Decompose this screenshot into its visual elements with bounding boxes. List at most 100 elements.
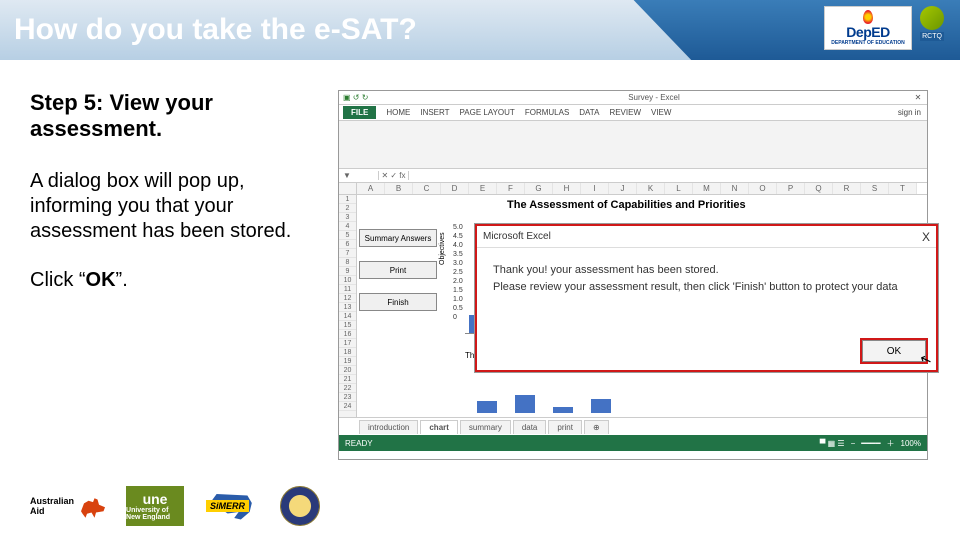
column-header[interactable]: C [413, 183, 441, 194]
sheet-tab[interactable]: data [513, 420, 547, 434]
excel-screenshot: ▣ ↺ ↻ Survey - Excel ✕ FILE HOME INSERT … [338, 90, 928, 460]
column-header[interactable]: T [889, 183, 917, 194]
column-header[interactable]: E [469, 183, 497, 194]
ribbon-tab[interactable]: FORMULAS [525, 108, 569, 117]
zoom-out-button[interactable]: − [851, 439, 856, 448]
row-header[interactable]: 5 [339, 231, 356, 240]
dialog-close-icon[interactable]: X [922, 230, 930, 244]
column-header[interactable]: J [609, 183, 637, 194]
step-description: A dialog box will pop up, informing you … [30, 169, 320, 244]
row-header[interactable]: 23 [339, 393, 356, 402]
print-button[interactable]: Print [359, 261, 437, 279]
ok-button[interactable]: OK ↖ [862, 340, 926, 362]
column-header[interactable]: F [497, 183, 525, 194]
column-header[interactable]: P [777, 183, 805, 194]
column-header[interactable]: M [693, 183, 721, 194]
name-box[interactable]: ▼ [339, 171, 379, 180]
zoom-in-button[interactable]: ＋ [887, 438, 895, 449]
ribbon-body [339, 121, 927, 169]
logo-area: DepED DEPARTMENT OF EDUCATION RCTQ [824, 6, 946, 50]
column-header[interactable]: D [441, 183, 469, 194]
instruction-column: Step 5: View your assessment. A dialog b… [30, 90, 320, 460]
row-header[interactable]: 13 [339, 303, 356, 312]
row-header[interactable]: 1 [339, 195, 356, 204]
column-header[interactable]: I [581, 183, 609, 194]
deped-logo: DepED DEPARTMENT OF EDUCATION [824, 6, 912, 50]
sheet-tab[interactable]: introduction [359, 420, 418, 434]
fx-buttons[interactable]: ✕ ✓ fx [379, 171, 409, 180]
column-header[interactable]: S [861, 183, 889, 194]
dialog-line-1: Thank you! your assessment has been stor… [493, 262, 920, 279]
row-header[interactable]: 15 [339, 321, 356, 330]
status-ready: READY [345, 439, 373, 448]
row-header[interactable]: 3 [339, 213, 356, 222]
dialog-title-text: Microsoft Excel [483, 231, 551, 242]
summary-answers-button[interactable]: Summary Answers [359, 229, 437, 247]
excel-titlebar: ▣ ↺ ↻ Survey - Excel ✕ [339, 91, 927, 105]
row-header[interactable]: 9 [339, 267, 356, 276]
finish-button[interactable]: Finish [359, 293, 437, 311]
cursor-icon: ↖ [918, 350, 935, 370]
column-header[interactable]: N [721, 183, 749, 194]
row-header[interactable]: 17 [339, 339, 356, 348]
ribbon-tab[interactable]: PAGE LAYOUT [460, 108, 515, 117]
column-header[interactable]: H [553, 183, 581, 194]
ribbon-tab[interactable]: DATA [579, 108, 599, 117]
row-header[interactable]: 21 [339, 375, 356, 384]
sheet-tab[interactable]: chart [420, 420, 458, 434]
view-icons[interactable]: ▀ ▦ ☰ [820, 439, 845, 448]
row-header[interactable]: 12 [339, 294, 356, 303]
row-header[interactable]: 8 [339, 258, 356, 267]
column-header[interactable]: O [749, 183, 777, 194]
column-header[interactable]: R [833, 183, 861, 194]
column-headers: ABCDEFGHIJKLMNOPQRST [339, 183, 927, 195]
seal-logo [280, 486, 320, 526]
rctq-logo: RCTQ [918, 6, 946, 50]
row-header[interactable]: 18 [339, 348, 356, 357]
sheet-tab[interactable]: print [548, 420, 582, 434]
ribbon-tab[interactable]: INSERT [420, 108, 449, 117]
column-header[interactable]: A [357, 183, 385, 194]
ribbon-tab[interactable]: REVIEW [609, 108, 641, 117]
formula-bar: ▼ ✕ ✓ fx [339, 169, 927, 183]
column-header[interactable]: L [665, 183, 693, 194]
column-header[interactable]: B [385, 183, 413, 194]
y-axis-ticks: 5.04.54.03.53.02.52.01.51.00.50 [453, 223, 463, 322]
row-headers: 123456789101112131415161718192021222324 [339, 195, 357, 417]
row-header[interactable]: 4 [339, 222, 356, 231]
close-icon[interactable]: ✕ [909, 93, 927, 102]
quick-access-toolbar[interactable]: ▣ ↺ ↻ [339, 93, 399, 102]
y-axis-label: Objectives [439, 232, 446, 265]
column-header[interactable]: Q [805, 183, 833, 194]
bottom-chart-bars [477, 393, 611, 413]
kangaroo-icon [78, 493, 108, 519]
row-header[interactable]: 20 [339, 366, 356, 375]
step-title: Step 5: View your assessment. [30, 90, 320, 143]
row-header[interactable]: 24 [339, 402, 356, 411]
signin-link[interactable]: sign in [898, 108, 921, 117]
dialog-box: Microsoft Excel X Thank you! your assess… [475, 224, 938, 372]
row-header[interactable]: 11 [339, 285, 356, 294]
new-sheet-button[interactable]: ⊕ [584, 420, 609, 434]
worksheet-grid[interactable]: The Assessment of Capabilities and Prior… [357, 195, 927, 417]
window-title: Survey - Excel [399, 93, 909, 102]
column-header[interactable]: G [525, 183, 553, 194]
chart-title: The Assessment of Capabilities and Prior… [507, 199, 746, 211]
column-header[interactable]: K [637, 183, 665, 194]
footer-logos: Australian Aid une University of New Eng… [30, 486, 320, 526]
ribbon-tab[interactable]: HOME [386, 108, 410, 117]
row-header[interactable]: 16 [339, 330, 356, 339]
row-header[interactable]: 10 [339, 276, 356, 285]
ribbon-tab[interactable]: VIEW [651, 108, 671, 117]
row-header[interactable]: 19 [339, 357, 356, 366]
row-header[interactable]: 22 [339, 384, 356, 393]
ribbon-tabs: FILE HOME INSERT PAGE LAYOUT FORMULAS DA… [339, 105, 927, 121]
zoom-level[interactable]: 100% [901, 439, 921, 448]
file-tab[interactable]: FILE [343, 106, 376, 119]
row-header[interactable]: 7 [339, 249, 356, 258]
page-title: How do you take the e-SAT? [14, 13, 417, 47]
sheet-tab[interactable]: summary [460, 420, 511, 434]
row-header[interactable]: 14 [339, 312, 356, 321]
row-header[interactable]: 6 [339, 240, 356, 249]
row-header[interactable]: 2 [339, 204, 356, 213]
